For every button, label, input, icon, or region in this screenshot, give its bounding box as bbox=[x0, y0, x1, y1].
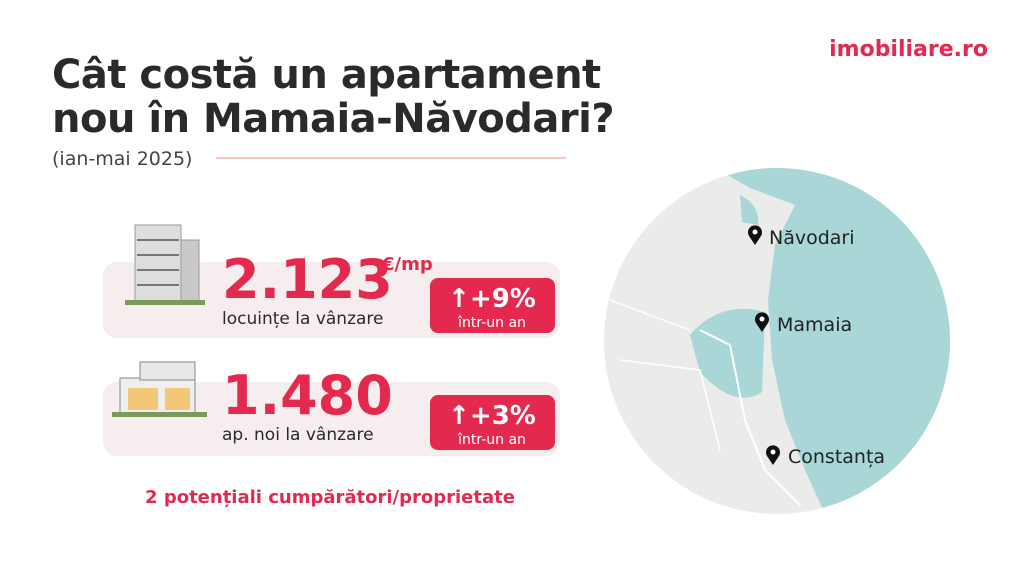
card-label: ap. noi la vânzare bbox=[222, 425, 374, 445]
card-value: 2.123 bbox=[222, 248, 393, 311]
change-value: ↑+9% bbox=[448, 284, 536, 314]
change-badge bbox=[430, 395, 555, 450]
card-unit: €/mp bbox=[381, 254, 433, 275]
house-icon bbox=[112, 361, 207, 417]
title-line: nou în Mamaia-Năvodari? bbox=[52, 96, 614, 142]
footer: 2 potențiali cumpărători/proprietate bbox=[145, 487, 515, 508]
change-label: într-un an bbox=[457, 315, 526, 331]
building-icon bbox=[125, 224, 205, 305]
place-label: Năvodari bbox=[769, 227, 855, 249]
map bbox=[604, 168, 950, 514]
change-value: ↑+3% bbox=[448, 401, 536, 431]
period: (ian-mai 2025) bbox=[52, 148, 192, 170]
place-label: Constanța bbox=[788, 446, 885, 468]
change-label: într-un an bbox=[457, 432, 526, 448]
title-line: Cât costă un apartament bbox=[52, 52, 601, 98]
map-pins bbox=[748, 225, 780, 465]
logo: imobiliare.ro bbox=[829, 37, 988, 62]
place-label: Mamaia bbox=[777, 314, 852, 336]
card-label: locuințe la vânzare bbox=[222, 309, 383, 329]
card-value: 1.480 bbox=[222, 364, 393, 427]
change-badge bbox=[430, 278, 555, 333]
